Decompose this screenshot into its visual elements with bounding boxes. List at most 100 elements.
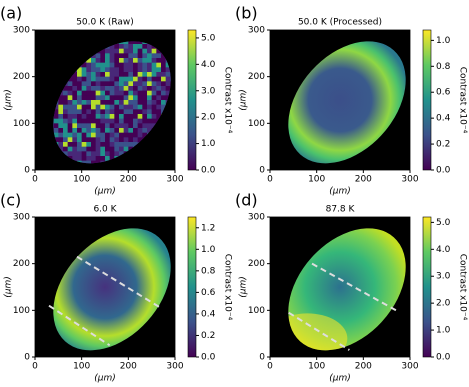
heatmap-pixel (95, 156, 101, 161)
heatmap-pixel (95, 109, 101, 115)
dashed-line (288, 311, 350, 351)
heatmap-pixel (67, 146, 73, 152)
heatmap-pixel (109, 62, 115, 68)
heatmap-pixel (77, 104, 82, 110)
heatmap-pixel (81, 62, 87, 68)
axes-frame (269, 29, 411, 171)
heatmap-pixel (105, 114, 110, 119)
heatmap-pixel (147, 104, 152, 110)
heatmap-pixel (123, 44, 129, 49)
heatmap-pixel (142, 58, 148, 63)
x-tick-label: 100 (308, 175, 325, 185)
heatmap-pixel (77, 95, 82, 101)
colorbar-label: Contrast x10⁻⁴ (458, 67, 468, 134)
x-tick-label: 200 (355, 175, 372, 185)
heatmap-pixel (109, 109, 115, 115)
heatmap-pixel (137, 62, 143, 68)
heatmap-pixel (95, 137, 101, 143)
heatmap-pixel (119, 146, 124, 152)
colorbar-tick-label: 1.0 (201, 245, 216, 255)
x-axis-label: (μm) (329, 374, 351, 384)
colorbar-tick-label: 0.2 (436, 140, 450, 150)
x-axis-label: (μm) (329, 187, 351, 197)
heatmap-pixel (109, 58, 115, 63)
heatmap-pixel (91, 109, 96, 115)
heatmap-pixel (123, 53, 129, 59)
heatmap-pixel (63, 118, 68, 124)
colorbar-tick-label: 0.6 (201, 288, 216, 298)
heatmap-pixel (137, 114, 143, 119)
colorbar (422, 216, 432, 358)
heatmap-pixel (161, 53, 166, 59)
heatmap-pixel (91, 95, 96, 101)
heatmap-pixel (58, 128, 64, 133)
y-tick-label: 200 (248, 72, 265, 82)
heatmap-pixel (91, 123, 96, 129)
x-tick-label: 300 (401, 175, 418, 185)
heatmap-pixel (81, 90, 87, 96)
heatmap-pixel (151, 53, 157, 59)
heatmap-pixel (105, 53, 110, 59)
x-axis-label: (μm) (94, 374, 116, 384)
heatmap-pixel (114, 72, 120, 77)
heatmap-pixel (86, 142, 92, 147)
heatmap-pixel (105, 86, 110, 91)
heatmap-pixel (114, 137, 120, 143)
heatmap-pixel (95, 146, 101, 152)
heatmap-pixel (114, 90, 120, 96)
colorbar-tick-label: 1.0 (436, 36, 451, 46)
heatmap-pixel (100, 90, 106, 96)
heatmap-pixel (63, 151, 68, 157)
heatmap-pixel (53, 118, 59, 124)
heatmap-pixel (91, 128, 96, 133)
heatmap-pixel (151, 90, 157, 96)
heatmap-pixel (156, 109, 162, 115)
heatmap-pixel (128, 118, 134, 124)
heatmap-pixel (86, 62, 92, 68)
heatmap-pixel (128, 72, 134, 77)
colorbar-tick-label: 1.2 (201, 223, 215, 233)
heatmap-pixel (151, 67, 157, 73)
heatmap-pixel (77, 137, 82, 143)
heatmap-pixel (156, 53, 162, 59)
heatmap-pixel (105, 67, 110, 73)
heatmap-pixel (100, 151, 106, 157)
heatmap-pixel (137, 132, 143, 138)
heatmap-pixel (72, 156, 78, 161)
heatmap-pixel (147, 95, 152, 101)
heatmap-pixel (133, 58, 138, 63)
heatmap-pixel (86, 151, 92, 157)
heatmap-pixel (114, 151, 120, 157)
panel-title: 50.0 K (Raw) (76, 18, 134, 28)
heatmap-pixel (105, 156, 110, 161)
heatmap-pixel (147, 72, 152, 77)
heatmap-pixel (123, 58, 129, 63)
colorbar-tick-label: 0.6 (436, 88, 451, 98)
heatmap-pixel (63, 146, 68, 152)
heatmap-pixel (81, 146, 87, 152)
heatmap-pixel (119, 44, 124, 49)
heatmap-pixel (142, 44, 148, 49)
heatmap-pixel (100, 81, 106, 87)
heatmap-pixel (137, 104, 143, 110)
heatmap-pixel (119, 62, 124, 68)
heatmap-pixel (151, 100, 157, 105)
colorbar-tick-label: 0.8 (201, 266, 216, 276)
heatmap-pixel (58, 118, 64, 124)
heatmap-pixel (128, 128, 134, 133)
heatmap-pixel (109, 67, 115, 73)
heatmap-pixel (142, 81, 148, 87)
x-tick-label: 0 (32, 362, 38, 372)
heatmap-pixel (91, 100, 96, 105)
y-tick-label: 100 (248, 306, 265, 316)
heatmap-pixel (128, 48, 134, 54)
heatmap-pixel (86, 114, 92, 119)
heatmap-pixel (119, 104, 124, 110)
heatmap-pixel (142, 132, 148, 138)
y-tick-label: 200 (248, 259, 265, 269)
heatmap-pixel (100, 58, 106, 63)
heatmap-pixel (105, 137, 110, 143)
colorbar-tick-label: 2.0 (201, 113, 216, 123)
heatmap-pixel (142, 72, 148, 77)
